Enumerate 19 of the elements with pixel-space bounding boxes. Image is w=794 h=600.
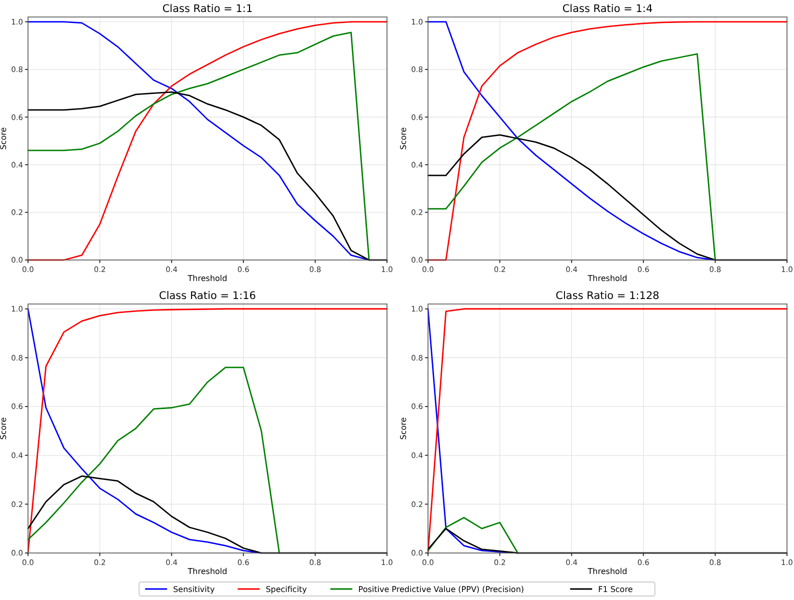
line-series: [427, 516, 518, 554]
chart-title: Class Ratio = 1:128: [556, 290, 660, 302]
y-axis-title: Score: [0, 127, 8, 150]
legend-label: Specificity: [266, 585, 308, 594]
y-axis-title: Score: [0, 417, 8, 440]
chart-title: Class Ratio = 1:16: [159, 290, 256, 302]
chart-title: Class Ratio = 1:4: [562, 3, 653, 15]
chart-title: Class Ratio = 1:1: [162, 3, 253, 15]
y-axis-title: Score: [399, 417, 408, 440]
y-axis-title: Score: [399, 127, 408, 150]
line-series: [27, 366, 280, 554]
x-axis-title: Threshold: [186, 274, 228, 283]
legend-label: Positive Predictive Value (PPV) (Precision): [358, 585, 524, 594]
legend-label: F1 Score: [598, 585, 633, 594]
x-axis-title: Threshold: [586, 567, 628, 576]
x-axis-title: Threshold: [586, 274, 628, 283]
line-series: [27, 308, 388, 554]
x-axis-title: Threshold: [186, 567, 228, 576]
legend-label: Sensitivity: [173, 585, 216, 594]
